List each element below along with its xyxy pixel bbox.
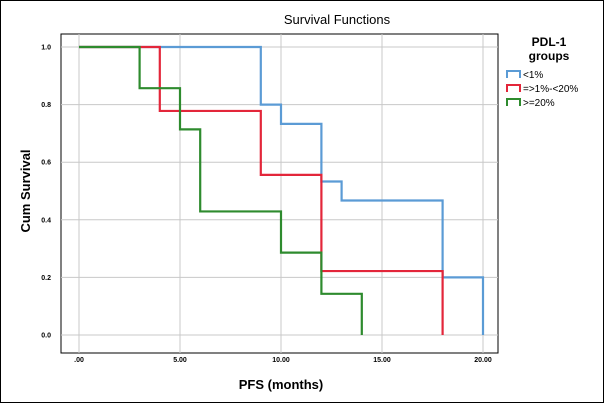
legend-label: >=20%	[523, 98, 555, 109]
axes: .00 5.00 10.00 15.00 20.00 0.0 0.2 0.4 0.6 0.8 1.0	[41, 45, 492, 365]
legend-swatch	[506, 98, 521, 106]
x-tick-label: 20.00	[474, 357, 492, 364]
survival-curve	[79, 45, 363, 335]
legend-label: =>1%-<20%	[523, 84, 578, 95]
x-tick-label: 10.00	[272, 357, 290, 364]
legend-swatch	[506, 84, 521, 92]
legend-swatch	[506, 70, 521, 78]
y-tick-label: 0.4	[41, 217, 51, 224]
y-tick-label: 0.6	[41, 160, 51, 167]
y-tick-label: 0.8	[41, 102, 51, 109]
plot-area	[60, 33, 499, 354]
legend-title: PDL-1	[532, 35, 567, 49]
legend-label: <1%	[523, 70, 543, 81]
y-tick-label: 1.0	[41, 45, 51, 52]
x-axis-label: PFS (months)	[239, 377, 324, 392]
x-tick-label: 15.00	[373, 357, 391, 364]
x-tick-label: .00	[74, 357, 84, 364]
y-tick-label: 0.2	[41, 275, 51, 282]
series-layer	[79, 45, 485, 335]
survival-curve	[79, 45, 444, 335]
y-tick-label: 0.0	[41, 333, 51, 340]
x-tick-label: 5.00	[173, 357, 187, 364]
y-axis-label: Cum Survival	[18, 149, 33, 232]
legend-title: groups	[529, 49, 570, 63]
chart-title: Survival Functions	[284, 12, 391, 27]
